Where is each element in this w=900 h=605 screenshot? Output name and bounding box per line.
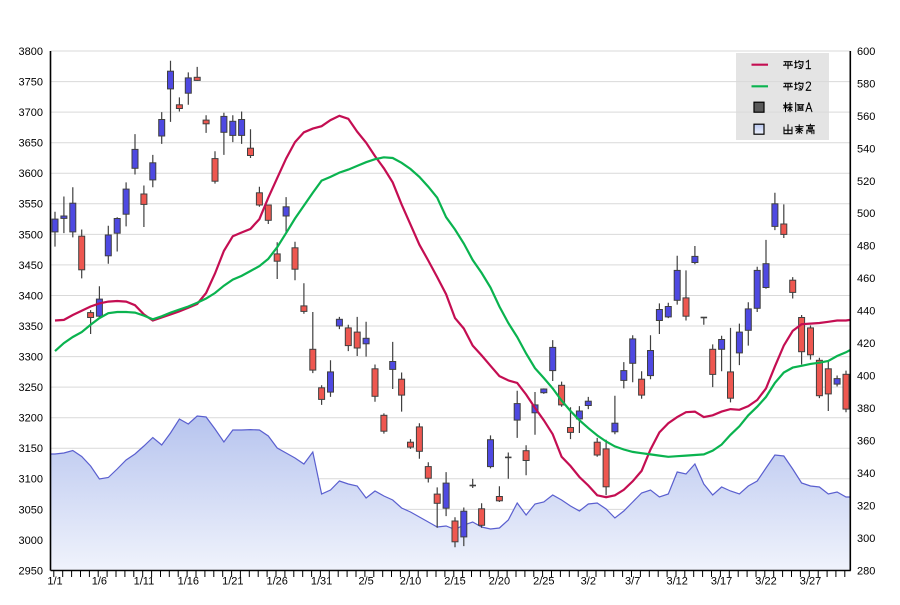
svg-text:1/31: 1/31 (311, 576, 332, 588)
svg-text:2/15: 2/15 (444, 576, 465, 588)
svg-text:600: 600 (857, 46, 875, 58)
svg-text:3650: 3650 (19, 138, 43, 150)
svg-text:380: 380 (857, 403, 875, 415)
svg-text:3050: 3050 (19, 504, 43, 516)
svg-text:2950: 2950 (19, 565, 43, 577)
svg-text:3/2: 3/2 (581, 576, 596, 588)
svg-text:2/25: 2/25 (533, 576, 554, 588)
svg-text:2/10: 2/10 (400, 576, 421, 588)
svg-text:560: 560 (857, 111, 875, 123)
svg-text:280: 280 (857, 565, 875, 577)
svg-text:1/1: 1/1 (47, 576, 62, 588)
svg-text:500: 500 (857, 208, 875, 220)
svg-text:1/26: 1/26 (266, 576, 287, 588)
svg-text:360: 360 (857, 436, 875, 448)
svg-text:3500: 3500 (19, 229, 43, 241)
svg-text:3/17: 3/17 (711, 576, 732, 588)
svg-text:3/7: 3/7 (625, 576, 640, 588)
svg-text:580: 580 (857, 78, 875, 90)
svg-text:3/22: 3/22 (755, 576, 776, 588)
svg-text:3100: 3100 (19, 474, 43, 486)
svg-text:2/5: 2/5 (358, 576, 373, 588)
svg-text:340: 340 (857, 468, 875, 480)
svg-text:400: 400 (857, 371, 875, 383)
svg-text:3400: 3400 (19, 290, 43, 302)
svg-text:3300: 3300 (19, 352, 43, 364)
svg-text:320: 320 (857, 501, 875, 513)
svg-text:3000: 3000 (19, 535, 43, 547)
svg-text:1/21: 1/21 (222, 576, 243, 588)
svg-text:3/27: 3/27 (800, 576, 821, 588)
svg-text:3700: 3700 (19, 107, 43, 119)
svg-text:3250: 3250 (19, 382, 43, 394)
svg-text:300: 300 (857, 533, 875, 545)
svg-text:2/20: 2/20 (489, 576, 510, 588)
svg-text:420: 420 (857, 338, 875, 350)
svg-text:520: 520 (857, 176, 875, 188)
svg-text:3800: 3800 (19, 46, 43, 58)
svg-text:460: 460 (857, 273, 875, 285)
svg-text:1/11: 1/11 (134, 576, 155, 588)
svg-text:3600: 3600 (19, 168, 43, 180)
svg-text:540: 540 (857, 143, 875, 155)
svg-text:3350: 3350 (19, 321, 43, 333)
svg-text:3550: 3550 (19, 199, 43, 211)
svg-text:3/12: 3/12 (666, 576, 687, 588)
svg-text:3150: 3150 (19, 443, 43, 455)
svg-text:440: 440 (857, 306, 875, 318)
svg-text:3200: 3200 (19, 413, 43, 425)
svg-text:3750: 3750 (19, 77, 43, 89)
svg-text:1/6: 1/6 (92, 576, 107, 588)
svg-text:3450: 3450 (19, 260, 43, 272)
svg-text:1/16: 1/16 (178, 576, 199, 588)
svg-text:480: 480 (857, 241, 875, 253)
